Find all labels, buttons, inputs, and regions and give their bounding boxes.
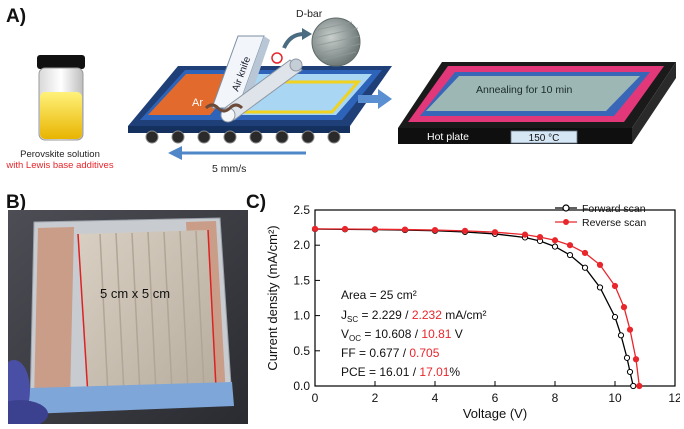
x-tick-label: 10 (608, 391, 622, 405)
series-point-1 (341, 225, 349, 233)
x-tick-label: 6 (492, 391, 499, 405)
speed-label: 5 mm/s (212, 163, 246, 175)
series-point-1 (596, 261, 604, 269)
zoom-arrow-icon (282, 32, 305, 49)
series-point-1 (566, 242, 574, 249)
panel-label-b: B) (6, 192, 27, 213)
jsc-annotation: JSC = 2.229 / 2.232 mA/cm² (341, 308, 487, 324)
hot-plate-label: Hot plate (427, 131, 469, 143)
series-point-1 (551, 237, 559, 244)
legend-forward: Forward scan (582, 203, 646, 215)
legend: Forward scan Reverse scan (555, 203, 646, 229)
series-point-1 (620, 304, 628, 311)
area-annotation: Area = 25 cm² (341, 288, 417, 302)
ar-gas-flow-icon (204, 103, 244, 113)
temperature-label: 150 °C (529, 133, 560, 144)
solution-additives-label: with Lewis base additives (5, 160, 113, 171)
series-layer (311, 225, 643, 390)
series-point-1 (636, 382, 643, 390)
temperature-display (510, 130, 578, 144)
solution-label: Perovskite solution (20, 149, 100, 160)
legend-reverse-marker (563, 219, 569, 225)
series-point-0 (596, 284, 604, 291)
x-tick-label: 4 (432, 391, 439, 405)
panel-label-a: A) (6, 6, 27, 27)
series-point-0 (551, 243, 559, 250)
d-bar-rod (220, 52, 303, 123)
panel-a-schematic: Perovskite solution with Lewis base addi… (5, 8, 676, 175)
metrics-annotation: Area = 25 cm² JSC = 2.229 / 2.232 mA/cm²… (341, 288, 487, 379)
y-tick-label: 1.5 (293, 273, 310, 287)
x-tick-label: 2 (372, 391, 379, 405)
series-point-1 (536, 234, 544, 241)
device-photo: 5 cm x 5 cm (8, 210, 248, 424)
annealing-label: Annealing for 10 min (476, 84, 572, 96)
ar-label: Ar (192, 97, 203, 109)
x-axis: 0 2 4 6 8 10 12 (312, 381, 680, 405)
panel-label-c: C) (246, 192, 267, 213)
series-line-1 (314, 228, 640, 387)
series-point-1 (521, 231, 529, 238)
x-tick-label: 0 (312, 391, 319, 405)
series-point-0 (617, 332, 625, 339)
series-point-1 (491, 229, 499, 236)
y-tick-label: 0.0 (293, 379, 310, 393)
y-axis-label: Current density (mA/cm²) (265, 225, 280, 370)
legend-forward-marker (562, 204, 570, 212)
series-point-1 (461, 227, 469, 234)
perovskite-vial (37, 55, 85, 141)
x-tick-label: 12 (668, 391, 680, 405)
y-tick-label: 1.0 (293, 309, 310, 323)
voc-annotation: VOC = 10.608 / 10.81 V (341, 327, 463, 343)
y-axis: 0.0 0.5 1.0 1.5 2.0 2.5 (293, 203, 320, 393)
series-point-0 (626, 368, 634, 376)
x-tick-label: 8 (552, 391, 559, 405)
series-point-1 (401, 226, 409, 233)
series-point-1 (431, 226, 439, 234)
series-point-1 (611, 282, 619, 290)
series-point-0 (630, 382, 637, 390)
process-arrow-icon (358, 89, 392, 109)
pce-annotation: PCE = 16.01 / 17.01% (341, 365, 460, 379)
hot-plate (398, 62, 676, 144)
ff-annotation: FF = 0.677 / 0.705 (341, 346, 440, 360)
coater-stage (128, 66, 392, 144)
y-tick-label: 0.5 (293, 344, 310, 358)
series-point-1 (311, 225, 319, 232)
y-tick-label: 2.5 (293, 203, 310, 217)
series-point-0 (581, 264, 589, 271)
series-point-1 (632, 356, 640, 363)
series-point-1 (581, 249, 589, 257)
series-point-0 (566, 251, 574, 259)
legend-reverse: Reverse scan (582, 217, 646, 229)
jv-chart: 0.0 0.5 1.0 1.5 2.0 2.5 0 2 4 6 8 10 12 Current den… (265, 203, 680, 421)
device-size-label: 5 cm x 5 cm (100, 286, 170, 301)
series-point-0 (611, 313, 619, 321)
x-axis-label: Voltage (V) (463, 406, 527, 421)
d-bar-label: D-bar (296, 8, 323, 20)
y-tick-label: 2.0 (293, 238, 310, 252)
series-point-1 (371, 226, 379, 233)
series-point-1 (626, 326, 634, 333)
series-point-0 (623, 354, 631, 361)
